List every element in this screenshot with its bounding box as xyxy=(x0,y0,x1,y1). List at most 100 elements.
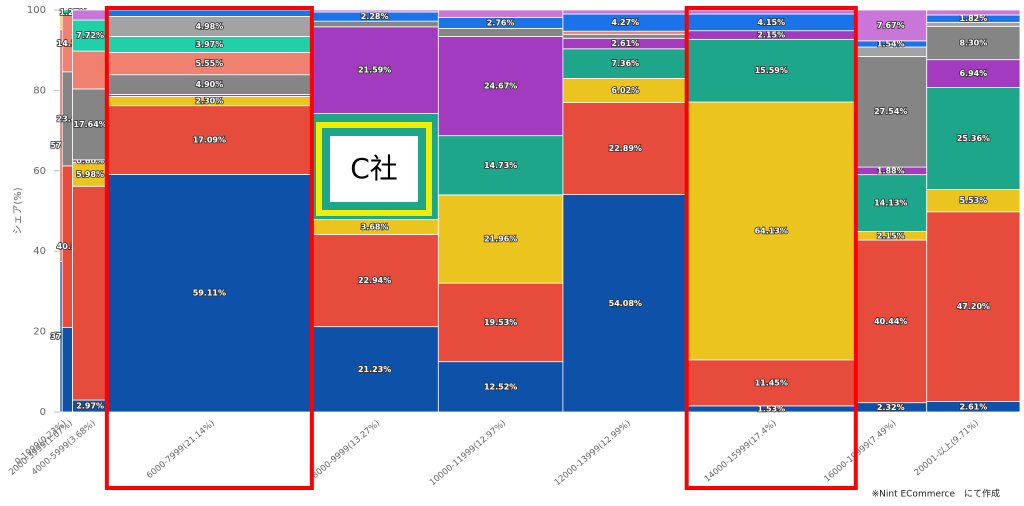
value-label: 15.59% xyxy=(755,66,788,75)
value-label: 40.44% xyxy=(874,317,907,326)
value-label: 17.64% xyxy=(73,120,106,129)
value-label: 8.30% xyxy=(959,39,987,48)
value-label: 7.72% xyxy=(76,31,104,40)
x-tick-label: 8000-9999(13.27%) xyxy=(310,419,382,482)
value-label: 21.59% xyxy=(358,66,391,75)
value-label: 2.76% xyxy=(487,18,515,27)
y-tick-label: 60 xyxy=(33,166,46,177)
value-label: 14.13% xyxy=(874,199,907,208)
segment xyxy=(437,361,564,413)
value-label: 59.11% xyxy=(193,289,226,298)
segment xyxy=(854,174,928,232)
value-label: 5.98% xyxy=(76,170,104,179)
value-label: 6.02% xyxy=(611,86,639,95)
value-label: 64.13% xyxy=(755,226,788,235)
segment xyxy=(687,359,856,407)
segment xyxy=(926,9,1021,16)
segment xyxy=(437,36,564,137)
segment xyxy=(687,101,856,361)
value-label: 1.53% xyxy=(757,404,785,413)
value-label: 14.73% xyxy=(484,161,517,170)
segment xyxy=(310,9,439,13)
segment xyxy=(562,30,689,35)
x-tick-label: 20001-以上(9.71%) xyxy=(913,419,981,479)
segment xyxy=(437,135,564,196)
x-tick-label: 14000-15999(17.4%) xyxy=(703,419,779,485)
segment xyxy=(926,87,1021,190)
y-tick-label: 80 xyxy=(33,85,46,96)
x-tick-label: 16000-19999(7.49%) xyxy=(822,419,898,485)
value-label: 2.15% xyxy=(877,231,905,240)
value-label: 2.30% xyxy=(195,97,223,106)
segment xyxy=(107,173,312,413)
value-label: 21.96% xyxy=(484,235,517,244)
segment xyxy=(562,9,689,15)
value-label: 54.08% xyxy=(609,299,642,308)
value-label: 2.61% xyxy=(611,39,639,48)
y-tick-label: 100 xyxy=(27,5,46,16)
highlight-frame xyxy=(104,6,314,490)
value-label: 2.32% xyxy=(877,403,905,412)
x-tick-label: 6000-7999(21.14%) xyxy=(145,419,217,482)
plot-area: 02040608010037.45%57.66%0-1999(0.23%)40.… xyxy=(7,5,1021,488)
y-axis-label: シェア(%) xyxy=(13,187,24,234)
value-label: 7.36% xyxy=(611,59,639,68)
segment xyxy=(310,326,439,413)
value-label: 4.90% xyxy=(195,80,223,89)
segment xyxy=(72,161,109,187)
value-label: 1.54% xyxy=(877,39,905,48)
value-label: 12.52% xyxy=(484,382,517,391)
callout-text: C社 xyxy=(350,152,398,185)
annotations: C社 xyxy=(104,6,858,490)
segment xyxy=(72,50,109,90)
segment xyxy=(562,33,689,39)
value-label: 5.55% xyxy=(195,59,223,68)
segment xyxy=(562,194,689,413)
value-label: 17.09% xyxy=(193,136,226,145)
segment xyxy=(926,211,1021,402)
segment xyxy=(562,102,689,195)
value-label: 47.20% xyxy=(957,302,990,311)
segment xyxy=(854,239,928,404)
segment xyxy=(107,105,312,175)
value-label: 27.54% xyxy=(874,107,907,116)
value-label: 6.94% xyxy=(959,69,987,78)
y-tick-label: 0 xyxy=(40,407,46,418)
y-tick-label: 40 xyxy=(33,246,46,257)
value-label: 2.15% xyxy=(757,31,785,40)
value-label: 4.98% xyxy=(195,22,223,31)
y-tick-label: 20 xyxy=(33,327,46,338)
segment xyxy=(72,185,109,401)
segment xyxy=(72,88,109,161)
value-label: 11.45% xyxy=(755,378,788,387)
source-note: ※Nint ECommerce にて作成 xyxy=(872,488,1000,500)
value-label: 2.61% xyxy=(959,402,987,411)
value-label: 7.67% xyxy=(877,21,905,30)
segment xyxy=(61,327,73,413)
value-label: 2.97% xyxy=(76,402,104,411)
segment xyxy=(687,9,856,15)
segment xyxy=(926,25,1021,61)
value-label: 5.53% xyxy=(959,196,987,205)
segment xyxy=(437,194,564,284)
segment xyxy=(107,9,312,17)
value-label: 22.94% xyxy=(358,276,391,285)
segment xyxy=(310,234,439,328)
value-label: 1.82% xyxy=(959,14,987,23)
segment xyxy=(310,26,439,114)
value-label: 3.97% xyxy=(195,40,223,49)
value-label: 0.60% xyxy=(76,157,104,166)
segment xyxy=(310,20,439,28)
value-label: 19.53% xyxy=(484,318,517,327)
segment xyxy=(854,55,928,168)
segment xyxy=(437,282,564,363)
value-label: 25.36% xyxy=(957,134,990,143)
highlight-frame xyxy=(684,6,858,490)
value-label: 2.28% xyxy=(361,12,389,21)
x-tick-label: 10000-11999(12.97%) xyxy=(428,419,508,488)
segment xyxy=(437,9,564,18)
x-tick-label: 12000-13999(12.99%) xyxy=(553,419,633,488)
segment xyxy=(72,19,109,52)
value-label: 21.23% xyxy=(358,365,391,374)
